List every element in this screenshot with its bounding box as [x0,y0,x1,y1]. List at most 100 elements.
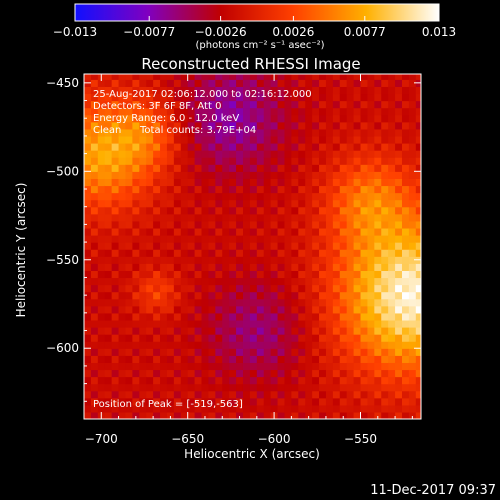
heatmap-cell [339,79,348,87]
heatmap-cell [319,291,327,300]
heatmap-cell [173,284,182,293]
heatmap-cell [208,74,216,80]
heatmap-cell [104,192,113,201]
heatmap-cell [201,334,210,342]
heatmap-cell [90,227,99,236]
heatmap-cell [187,319,196,328]
heatmap-cell [381,362,389,371]
heatmap-cell [353,213,362,222]
heatmap-cell [256,369,265,378]
heatmap-cell [325,277,334,286]
heatmap-cell [180,220,189,229]
heatmap-cell [111,121,120,130]
heatmap-cell [256,242,265,250]
heatmap-cell [263,86,272,95]
heatmap-cell [111,206,120,215]
heatmap-cell [415,185,421,194]
heatmap-cell [111,291,120,300]
heatmap-cell [118,79,127,87]
heatmap-cell [401,263,410,271]
heatmap-cell [236,86,244,95]
heatmap-cell [388,93,396,102]
heatmap-cell [201,327,210,335]
heatmap-cell [291,178,299,187]
heatmap-cell [291,93,299,102]
heatmap-cell [208,284,216,293]
heatmap-cell [187,150,196,158]
heatmap-cell [339,178,348,187]
heatmap-cell [84,220,92,229]
heatmap-cell [339,74,348,80]
heatmap-cell [319,256,327,264]
heatmap-cell [381,390,389,399]
heatmap-cell [104,404,113,413]
heatmap-cell [139,249,147,257]
heatmap-cell [84,277,92,286]
heatmap-cell [367,376,375,385]
heatmap-cell [360,93,369,102]
heatmap-cell [215,348,223,356]
heatmap-cell [153,135,161,144]
heatmap-cell [249,404,258,413]
heatmap-cell [208,249,216,257]
heatmap-cell [263,220,272,229]
heatmap-cell [215,369,223,378]
heatmap-cell [153,376,161,385]
x-axis-title: Heliocentric X (arcsec) [184,447,320,461]
heatmap-cell [408,114,417,123]
heatmap-cell [284,362,292,371]
heatmap-cell [256,135,265,144]
heatmap-cell [215,298,223,307]
heatmap-cell [284,298,292,307]
colorbar-tick-label: −0.013 [53,25,97,39]
heatmap-cell [97,150,106,158]
heatmap-cell [180,383,189,392]
heatmap-cell [298,164,306,172]
heatmap-cell [187,256,196,264]
heatmap-cell [146,355,154,363]
heatmap-cell [291,263,299,271]
heatmap-cell [291,369,299,378]
heatmap-cell [298,369,306,378]
heatmap-cell [339,383,348,392]
heatmap-cell [125,143,133,151]
heatmap-cell [187,284,196,293]
heatmap-cell [395,79,403,87]
heatmap-cell [408,270,417,279]
heatmap-cell [90,206,99,215]
heatmap-cell [332,114,341,123]
heatmap-cell [215,192,223,201]
heatmap-cell [291,114,299,123]
heatmap-cell [339,157,348,165]
heatmap-cell [339,319,348,328]
heatmap-cell [118,135,127,144]
heatmap-cell [104,355,113,363]
heatmap-cell [215,390,223,399]
heatmap-cell [90,411,99,419]
heatmap-cell [249,121,258,130]
heatmap-cell [97,114,106,123]
heatmap-cell [249,150,258,158]
heatmap-cell [173,128,182,137]
heatmap-cell [305,227,313,236]
heatmap-cell [194,362,203,371]
heatmap-cell [249,355,258,363]
heatmap-cell [305,100,313,109]
heatmap-cell [298,411,306,419]
heatmap-cell [408,121,417,130]
heatmap-cell [236,171,244,179]
heatmap-cell [339,121,348,130]
heatmap-cell [388,383,396,392]
heatmap-cell [284,185,292,194]
heatmap-cell [415,242,421,250]
heatmap-cell [298,86,306,95]
heatmap-cell [408,74,417,80]
heatmap-cell [263,235,272,243]
heatmap-cell [125,157,133,165]
heatmap-cell [166,263,175,271]
heatmap-cell [84,355,92,363]
heatmap-cell [229,249,237,257]
heatmap-cell [139,256,147,264]
heatmap-cell [249,284,258,293]
heatmap-cell [132,74,140,80]
